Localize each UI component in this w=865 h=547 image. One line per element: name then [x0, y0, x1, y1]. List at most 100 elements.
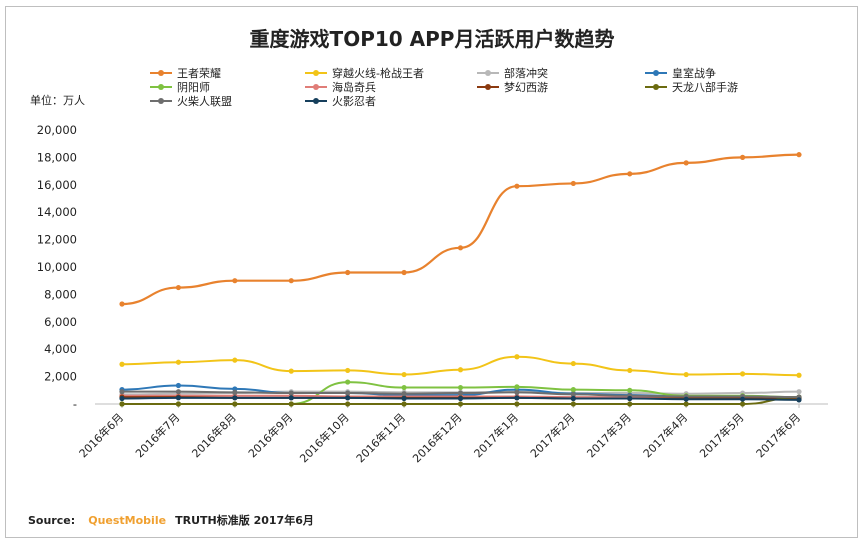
y-tick-label: -: [73, 397, 77, 411]
x-tick-label: 2016年6月: [76, 410, 126, 460]
data-point: [345, 269, 351, 276]
y-tick-label: 14,000: [37, 205, 77, 219]
data-point: [457, 390, 464, 396]
data-point: [288, 390, 294, 396]
data-point: [232, 278, 238, 284]
data-point: [514, 183, 520, 189]
unit-label: 单位：万人: [30, 93, 85, 107]
data-point: [119, 389, 125, 395]
legend-label: 穿越火线-枪战王者: [332, 66, 424, 80]
source-line: Source: QuestMobile TRUTH标准版 2017年6月: [28, 509, 314, 528]
legend-swatch-marker: [158, 98, 164, 104]
data-point: [232, 401, 238, 407]
y-tick-label: 10,000: [37, 260, 77, 274]
legend-swatch-marker: [653, 70, 659, 76]
data-point: [345, 379, 351, 385]
legend-label: 天龙八部手游: [672, 80, 738, 94]
x-axis-ticks: 2016年6月 2016年7月 2016年8月 2016年9月 2016年10月 2016…: [76, 410, 803, 465]
data-point: [401, 391, 407, 397]
data-point: [683, 401, 689, 407]
data-point: [457, 384, 464, 391]
x-tick-label: 2017年1月: [471, 410, 521, 460]
data-point: [401, 269, 407, 276]
data-point: [514, 389, 520, 395]
data-point: [570, 387, 576, 393]
data-point: [401, 395, 407, 402]
legend-swatch-marker: [485, 70, 491, 76]
data-point: [627, 367, 633, 374]
data-point: [570, 391, 576, 398]
legend-item: 穿越火线-枪战王者: [305, 66, 424, 80]
data-point: [457, 367, 464, 373]
data-point: [739, 396, 746, 402]
y-tick-label: 8,000: [44, 287, 77, 301]
source-detail: TRUTH标准版 2017年6月: [175, 513, 314, 527]
source-brand: QuestMobile: [88, 514, 166, 527]
legend-swatch-marker: [313, 84, 319, 90]
legend-swatch-marker: [653, 84, 659, 90]
data-point: [683, 160, 689, 166]
data-point: [288, 368, 294, 374]
data-point: [457, 395, 464, 402]
legend-item: 皇室战争: [645, 66, 716, 80]
data-point: [175, 359, 182, 365]
data-point: [119, 395, 125, 402]
data-point: [627, 171, 633, 177]
legend-label: 阴阳师: [177, 81, 210, 94]
legend-label: 部落冲突: [504, 66, 548, 80]
data-point: [288, 401, 294, 407]
legend-item: 部落冲突: [477, 66, 548, 80]
legend-item: 火柴人联盟: [150, 94, 232, 108]
data-point: [401, 384, 407, 391]
data-point: [175, 395, 182, 401]
data-point: [175, 382, 182, 389]
legend-swatch-marker: [485, 84, 491, 90]
data-point: [739, 371, 746, 377]
chart-frame: [5, 6, 858, 538]
data-point: [175, 389, 182, 395]
data-point: [514, 401, 520, 407]
legend-item: 海岛奇兵: [305, 80, 376, 94]
data-point: [232, 389, 238, 395]
data-point: [288, 278, 294, 284]
data-point: [514, 395, 520, 401]
x-tick-label: 2017年4月: [640, 410, 690, 460]
data-point: [457, 245, 464, 251]
x-tick-label: 2016年10月: [297, 410, 352, 465]
series-lines: [119, 152, 802, 407]
x-tick-label: 2017年3月: [584, 410, 634, 460]
legend-label: 火柴人联盟: [177, 94, 232, 108]
legend-item: 阴阳师: [150, 81, 210, 94]
data-point: [345, 367, 351, 374]
legend-swatch-marker: [158, 84, 164, 90]
y-tick-label: 4,000: [44, 342, 77, 356]
data-point: [401, 401, 407, 407]
data-point: [401, 371, 407, 378]
data-point: [796, 152, 802, 158]
data-point: [514, 384, 520, 390]
data-point: [232, 395, 238, 401]
data-point: [570, 180, 576, 187]
source-label: Source:: [28, 514, 75, 527]
y-tick-label: 18,000: [37, 150, 77, 164]
data-point: [683, 396, 689, 402]
data-point: [345, 390, 351, 396]
data-point: [796, 389, 802, 395]
y-axis-ticks: 20,000 18,000 16,000 14,000 12,000 10,000 8,00…: [37, 123, 77, 411]
legend-item: 王者荣耀: [150, 67, 221, 80]
data-point: [175, 401, 182, 407]
data-point: [175, 284, 182, 291]
legend-item: 天龙八部手游: [645, 80, 738, 94]
chart-title: 重度游戏TOP10 APP月活跃用户数趋势: [250, 27, 615, 51]
x-tick-label: 2016年7月: [132, 410, 182, 460]
data-point: [739, 154, 746, 160]
x-tick-label: 2016年11月: [353, 410, 408, 465]
x-tick-label: 2016年9月: [245, 410, 295, 460]
series-line: [121, 355, 800, 377]
data-point: [570, 395, 576, 402]
y-tick-label: 20,000: [37, 123, 77, 137]
x-tick-label: 2017年6月: [753, 410, 803, 460]
data-point: [796, 397, 802, 403]
